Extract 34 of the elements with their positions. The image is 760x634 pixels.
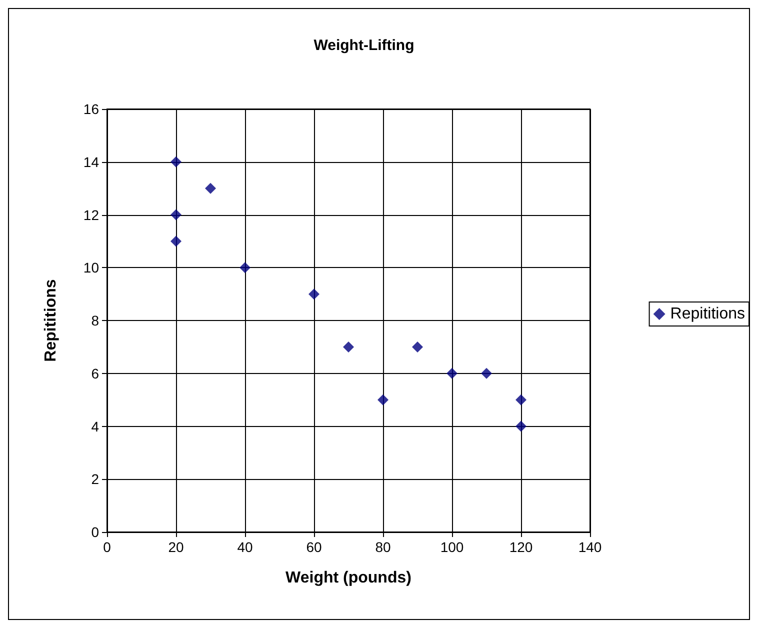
- chart-title: Weight-Lifting: [314, 37, 414, 54]
- x-tick-label: 100: [440, 539, 464, 555]
- point: [308, 288, 320, 300]
- x-tick-label: 40: [237, 539, 253, 555]
- point: [516, 420, 526, 432]
- x-axis-title: Weight (pounds): [286, 570, 412, 586]
- x-tick-label: 20: [168, 539, 184, 555]
- y-axis-title: Repititions: [42, 279, 60, 362]
- point: [170, 236, 182, 247]
- point: [481, 368, 492, 379]
- y-tick-label: 12: [83, 206, 100, 223]
- point: [240, 262, 250, 274]
- x-tick-label: 120: [509, 539, 533, 555]
- point: [378, 394, 388, 406]
- y-tick-label: 2: [91, 471, 100, 488]
- point: [170, 156, 182, 168]
- x-tick-label: 60: [306, 539, 322, 555]
- x-tick-label: 0: [103, 539, 112, 555]
- point: [343, 341, 354, 352]
- y-tick-label: 16: [83, 101, 100, 117]
- y-tick-label: 8: [91, 312, 100, 328]
- y-tick-label: 4: [91, 418, 100, 434]
- y-tick-label: 6: [91, 365, 100, 382]
- y-tick-label: 14: [83, 154, 100, 170]
- point: [446, 368, 458, 379]
- point: [170, 209, 182, 220]
- point: [205, 182, 216, 194]
- y-tick-label: 10: [83, 260, 100, 276]
- y-tick-label: 0: [91, 524, 100, 540]
- x-tick-label: 140: [578, 539, 602, 555]
- x-tick-label: 80: [375, 539, 391, 555]
- point: [516, 394, 526, 406]
- point: [412, 341, 423, 352]
- legend-label: Repititions: [670, 306, 745, 322]
